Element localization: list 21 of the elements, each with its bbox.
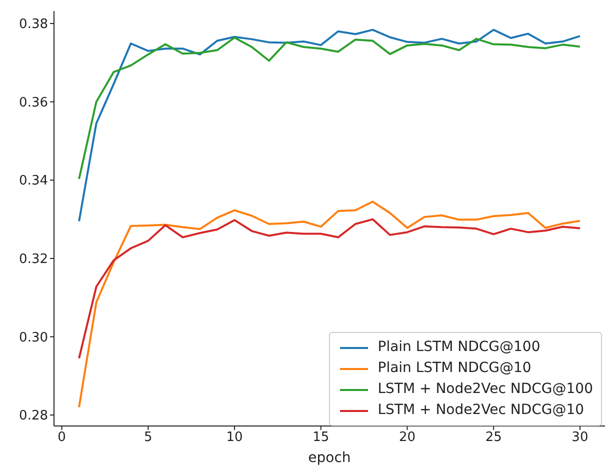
line-series xyxy=(78,28,581,222)
x-tick-label: 15 xyxy=(312,430,330,446)
x-tick-label: 0 xyxy=(58,430,66,446)
y-tick-label: 0.30 xyxy=(19,330,48,346)
line-series xyxy=(78,36,581,180)
legend-label: Plain LSTM NDCG@10 xyxy=(378,359,532,378)
x-tick-label: 25 xyxy=(485,430,502,446)
y-tick-label: 0.36 xyxy=(19,95,48,110)
line-series xyxy=(78,218,581,360)
x-tick-label: 10 xyxy=(226,430,243,446)
y-tick-label: 0.28 xyxy=(19,408,48,424)
x-tick-label: 20 xyxy=(398,430,416,446)
legend-label: LSTM + Node2Vec NDCG@100 xyxy=(378,380,593,399)
y-tick-label: 0.32 xyxy=(19,252,48,268)
x-tick-label: 5 xyxy=(144,430,152,446)
legend-label: LSTM + Node2Vec NDCG@10 xyxy=(378,401,584,420)
legend-label: Plain LSTM NDCG@100 xyxy=(378,338,540,357)
x-tick-label: 30 xyxy=(572,430,588,446)
y-tick-label: 0.38 xyxy=(19,17,48,32)
x-axis-title: epoch xyxy=(308,450,351,466)
y-tick-label: 0.34 xyxy=(19,174,48,189)
